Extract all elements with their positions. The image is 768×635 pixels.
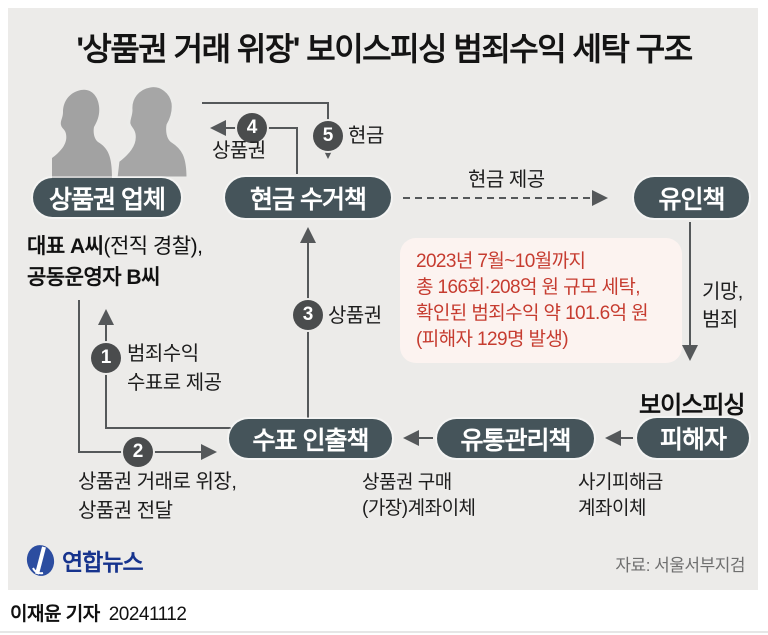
node-check-withdrawer: 수표 인출책	[229, 419, 392, 458]
bottom-divider	[0, 631, 768, 633]
page-title: '상품권 거래 위장' 보이스피싱 범죄수익 세탁 구조	[76, 31, 693, 67]
deceit-label: 기망, 범죄	[702, 278, 743, 334]
ceo-note: (전직 경찰),	[103, 235, 203, 258]
node-cash-collector: 현금 수거책	[225, 177, 391, 218]
operators-line1: 대표 A씨(전직 경찰),	[27, 231, 203, 262]
node-victim: 피해자	[637, 418, 749, 458]
cash-provide-label: 현금 제공	[468, 169, 545, 191]
step-1-label: 범죄수익 수표로 제공	[127, 340, 222, 398]
stats-callout: 2023년 7월~10월까지 총 166회·208억 원 규모 세탁, 확인된 …	[400, 238, 682, 363]
step-1-label-line1: 범죄수익	[127, 343, 199, 365]
reporter-name: 이재윤 기자	[10, 604, 100, 625]
source-credit: 자료: 서울서부지검	[615, 556, 745, 575]
step-2-label-line2: 상품권 전달	[78, 500, 173, 522]
purchase-label-line1: 상품권 구매	[362, 472, 452, 493]
purchase-label-line2: (가장)계좌이체	[362, 498, 476, 519]
operators-line2: 공동운영자 B씨	[27, 262, 202, 293]
fraud-money-label: 사기피해금 계좌이체	[578, 470, 663, 522]
stats-line3: 확인된 범죄수익 약 101.6억 원	[416, 303, 649, 324]
purchase-transfer-label: 상품권 구매 (가장)계좌이체	[362, 470, 476, 522]
step-1-badge: 1	[91, 343, 121, 373]
step-1-label-line2: 수표로 제공	[127, 372, 222, 394]
stats-line2: 총 166회·208억 원 규모 세탁,	[416, 277, 641, 298]
yonhap-logo: 연합뉴스	[25, 543, 144, 577]
step-4-label: 상품권	[212, 140, 266, 162]
step-2-label-line1: 상품권 거래로 위장,	[78, 471, 237, 493]
voice-phishing-label: 보이스피싱	[639, 392, 745, 419]
step-3-badge: 3	[293, 300, 323, 330]
co-operator-name: 공동운영자 B씨	[27, 266, 160, 289]
step-4-badge: 4	[237, 113, 267, 143]
byline-date: 20241112	[108, 604, 187, 625]
node-distribution-manager: 유통관리책	[437, 419, 594, 458]
step-2-label: 상품권 거래로 위장, 상품권 전달	[78, 468, 237, 526]
node-recruiter: 유인책	[634, 177, 749, 218]
node-gift-company: 상품권 업체	[33, 178, 181, 217]
yonhap-logo-icon	[26, 544, 55, 576]
stats-line4: (피해자 129명 발생)	[416, 329, 569, 350]
fraud-money-label-line2: 계좌이체	[578, 498, 646, 519]
step-5-label: 현금	[348, 125, 384, 147]
step-3-label: 상품권	[328, 305, 382, 327]
yonhap-logo-text: 연합뉴스	[62, 549, 144, 575]
two-people-icon	[52, 84, 190, 178]
fraud-money-label-line1: 사기피해금	[578, 472, 663, 493]
ceo-name: 대표 A씨	[27, 235, 104, 258]
deceit-label-line1: 기망,	[702, 281, 743, 303]
step-2-badge: 2	[123, 437, 153, 467]
stats-line1: 2023년 7월~10월까지	[416, 251, 586, 272]
byline: 이재윤 기자 20241112	[10, 599, 187, 626]
company-operators: 대표 A씨(전직 경찰), 공동운영자 B씨	[27, 231, 203, 293]
step-5-badge: 5	[313, 121, 343, 151]
deceit-label-line2: 범죄	[702, 309, 738, 331]
